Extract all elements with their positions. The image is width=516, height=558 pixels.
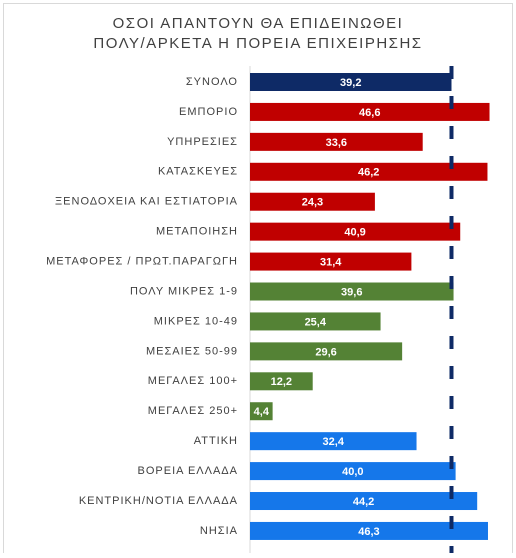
chart-title: ΠΟΛΥ/ΑΡΚΕΤΑ Η ΠΟΡΕΙΑ ΕΠΙΧΕΙΡΗΣΗΣ (93, 35, 422, 52)
bar (250, 73, 452, 91)
bar (250, 312, 381, 331)
category-label: ΚΕΝΤΡΙΚΗ/ΝΟΤΙΑ ΕΛΛΑΔΑ (79, 495, 238, 507)
category-label: ΒΟΡΕΙΑ ΕΛΛΑΔΑ (138, 465, 238, 477)
bar (250, 342, 403, 361)
category-label: ΝΗΣΙΑ (200, 525, 238, 537)
bar (250, 521, 488, 540)
category-label: ΜΕΓΑΛΕΣ 100+ (148, 375, 238, 387)
value-label: 12,2 (271, 376, 292, 388)
bar (250, 252, 412, 271)
value-label: 46,3 (358, 526, 379, 538)
value-label: 46,6 (359, 107, 380, 119)
category-label: ΣΥΝΟΛΟ (186, 76, 238, 88)
category-label: ΜΕΣΑΙΕΣ 50-99 (146, 345, 238, 357)
category-label: ΥΠΗΡΕΣΙΕΣ (167, 136, 238, 148)
value-label: 39,2 (340, 77, 361, 89)
bar (250, 222, 461, 241)
chart-title: ΟΣΟΙ ΑΠΑΝΤΟΥΝ ΘΑ ΕΠΙΔΕΙΝΩΘΕΙ (113, 15, 404, 32)
category-label: ΠΟΛΥ ΜΙΚΡΕΣ 1-9 (130, 285, 238, 297)
category-label: ΜΕΤΑΠΟΙΗΣΗ (156, 226, 238, 238)
bar (250, 282, 454, 301)
value-label: 29,6 (315, 346, 336, 358)
bar (250, 492, 478, 511)
bar (250, 432, 417, 451)
category-label: ΕΜΠΟΡΙΟ (179, 106, 238, 118)
value-label: 32,4 (323, 436, 345, 448)
category-label: ΜΙΚΡΕΣ 10-49 (154, 315, 238, 327)
value-label: 25,4 (305, 316, 327, 328)
chart-frame (3, 3, 513, 558)
value-label: 44,2 (353, 496, 374, 508)
value-label: 24,3 (302, 197, 323, 209)
value-label: 31,4 (320, 256, 342, 268)
category-label: ΚΑΤΑΣΚΕΥΕΣ (158, 166, 238, 178)
category-label: ΑΤΤΙΚΗ (194, 435, 238, 447)
value-label: 4,4 (254, 406, 270, 418)
bar (250, 162, 488, 181)
bar (250, 192, 375, 211)
value-label: 40,9 (344, 227, 365, 239)
category-label: ΜΕΓΑΛΕΣ 250+ (148, 405, 238, 417)
value-label: 46,2 (358, 167, 379, 179)
bar (250, 372, 313, 391)
value-label: 33,6 (326, 137, 347, 149)
category-label: ΞΕΝΟΔΟΧΕΙΑ ΚΑΙ ΕΣΤΙΑΤΟΡΙΑ (55, 196, 238, 208)
bar (250, 102, 490, 121)
value-label: 40,0 (342, 466, 363, 478)
bar (250, 402, 273, 421)
bar (250, 462, 456, 481)
bar (250, 132, 423, 151)
value-label: 39,6 (341, 286, 362, 298)
category-label: ΜΕΤΑΦΟΡΕΣ / ΠΡΩΤ.ΠΑΡΑΓΩΓΗ (46, 255, 238, 267)
